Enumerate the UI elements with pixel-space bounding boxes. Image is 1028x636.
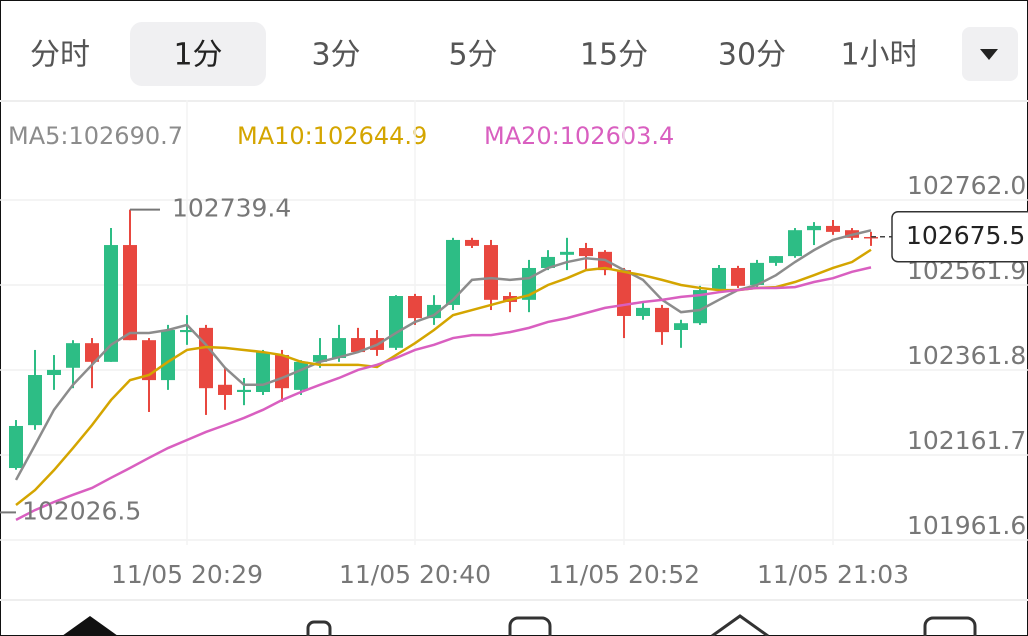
- ma-line: [15, 266, 872, 521]
- tab-highlight: [130, 22, 266, 86]
- candle-body: [85, 343, 99, 362]
- candle-body: [237, 389, 251, 392]
- candle-body: [142, 340, 156, 381]
- ma-name: MA10: [237, 122, 305, 150]
- candle-body: [28, 375, 42, 426]
- candle-body: [826, 225, 840, 232]
- y-tick-label: 102361.8: [907, 341, 1026, 370]
- tab[interactable]: 5分: [448, 38, 497, 73]
- ma-line: [14, 229, 872, 481]
- candle-body: [731, 267, 745, 286]
- candle-body: [674, 323, 688, 330]
- candle-body: [484, 245, 498, 300]
- candle-body: [180, 329, 194, 333]
- candle-body: [807, 225, 821, 231]
- candle-body: [864, 236, 878, 239]
- tab[interactable]: 分时: [30, 38, 90, 73]
- candle-body: [199, 327, 213, 389]
- ma-label: MA10:102644.9: [237, 122, 427, 150]
- candle-body: [47, 369, 61, 376]
- tab[interactable]: 1小时: [840, 38, 919, 73]
- x-tick-label: 11/05 20:52: [548, 560, 700, 589]
- ma-value: 102603.4: [560, 122, 675, 150]
- ma-value: 102644.9: [313, 122, 428, 150]
- tab[interactable]: 1分: [173, 38, 222, 73]
- candle-body: [275, 355, 289, 389]
- candle-body: [446, 239, 460, 305]
- y-tick-label: 102161.7: [907, 426, 1026, 455]
- nav-icon[interactable]: [711, 614, 769, 636]
- tab-bar: 分时 1分 3分 5分 15分 30分 1小时: [30, 22, 919, 86]
- x-tick-label: 11/05 20:29: [111, 560, 263, 589]
- candle-body: [123, 245, 137, 341]
- candle-body: [408, 296, 422, 319]
- candle-body: [104, 245, 118, 362]
- nav-icon[interactable]: [62, 616, 118, 636]
- last-price-box: [891, 211, 1028, 263]
- y-tick-label: 102762.0: [907, 171, 1026, 200]
- candle-body: [541, 256, 555, 268]
- last-price-label: 102675.5: [906, 221, 1025, 250]
- chart: 102762.0102561.9102361.8102161.7101961.6…: [0, 100, 1028, 589]
- x-tick-label: 11/05 21:03: [757, 560, 909, 589]
- nav-icon[interactable]: [508, 616, 552, 636]
- ma-name: MA5: [8, 122, 60, 150]
- candle-body: [427, 304, 441, 319]
- dropdown-arrow: [980, 49, 998, 60]
- candle-body: [256, 352, 270, 392]
- max-label: 102739.4: [172, 194, 291, 223]
- tab[interactable]: 3分: [311, 38, 360, 73]
- candle-body: [351, 338, 365, 353]
- candle-body: [161, 329, 175, 381]
- min-label: 102026.5: [22, 496, 141, 525]
- candle-body: [617, 270, 631, 316]
- candle-body: [294, 361, 308, 390]
- candle-body: [332, 338, 346, 359]
- ma-label: MA5:102690.7: [8, 122, 183, 150]
- candle-body: [769, 256, 783, 263]
- tab[interactable]: 15分: [580, 38, 648, 73]
- candle-body: [750, 262, 764, 285]
- candle-body: [712, 267, 726, 291]
- ma-name: MA20: [484, 122, 552, 150]
- ma-legend: MA5:102690.7 MA10:102644.9 MA20:102603.4: [8, 122, 674, 150]
- tab[interactable]: 30分: [718, 38, 786, 73]
- nav-icon[interactable]: [306, 620, 332, 636]
- y-tick-label: 101961.6: [907, 511, 1026, 540]
- nav-icon[interactable]: [923, 616, 977, 636]
- candle-body: [636, 307, 650, 316]
- candle-body: [655, 307, 669, 333]
- ma-value: 102690.7: [69, 122, 184, 150]
- candle-body: [788, 230, 802, 257]
- candle-body: [313, 355, 327, 362]
- bottom-nav: [62, 614, 977, 636]
- candle-body: [465, 239, 479, 246]
- candle-body: [693, 290, 707, 324]
- candle-body: [218, 384, 232, 395]
- candle-body: [66, 343, 80, 368]
- candle-body: [9, 425, 23, 469]
- candle-body: [579, 248, 593, 257]
- x-tick-label: 11/05 20:40: [339, 560, 491, 589]
- candle-body: [389, 296, 403, 348]
- ma-label: MA20:102603.4: [484, 122, 674, 150]
- candle-body: [560, 251, 574, 255]
